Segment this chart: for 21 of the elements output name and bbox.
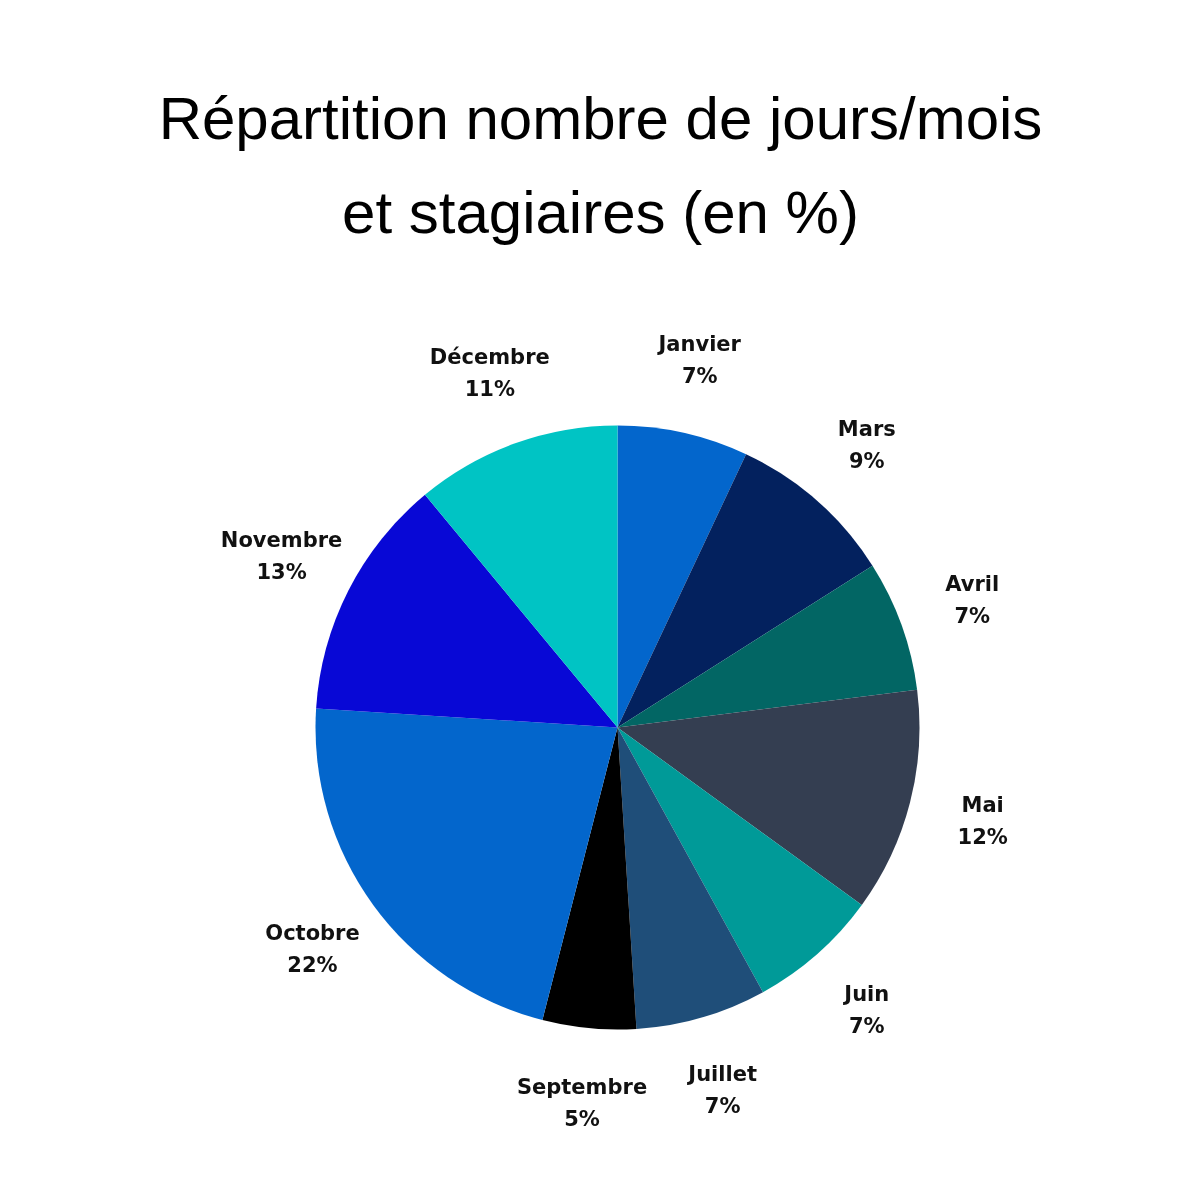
slice-label: Septembre — [516, 1074, 648, 1099]
slice-label: Avril — [945, 571, 1000, 596]
data-label: 22% — [287, 953, 338, 978]
slice-label: Octobre — [265, 921, 360, 946]
slice-label: Mai — [961, 793, 1004, 818]
data-label: 7% — [681, 363, 718, 388]
slice-label: Juillet — [686, 1061, 757, 1086]
data-label: 11% — [464, 376, 515, 401]
data-label: 9% — [848, 448, 885, 473]
data-label: 7% — [704, 1093, 741, 1118]
chart-title: Répartition nombre de jours/mois et stagiaires (en %) — [158, 85, 1043, 246]
slice-label: Janvier — [656, 331, 742, 356]
data-label: 12% — [957, 825, 1008, 850]
slice-label: Décembre — [429, 344, 550, 369]
data-label: 7% — [954, 603, 991, 628]
data-label: 13% — [256, 560, 307, 585]
slice-label: Mars — [837, 416, 896, 441]
slice-label: Juin — [842, 982, 890, 1007]
data-label: 7% — [848, 1014, 885, 1039]
data-label: 5% — [564, 1106, 600, 1131]
slice-label: Novembre — [220, 528, 343, 553]
